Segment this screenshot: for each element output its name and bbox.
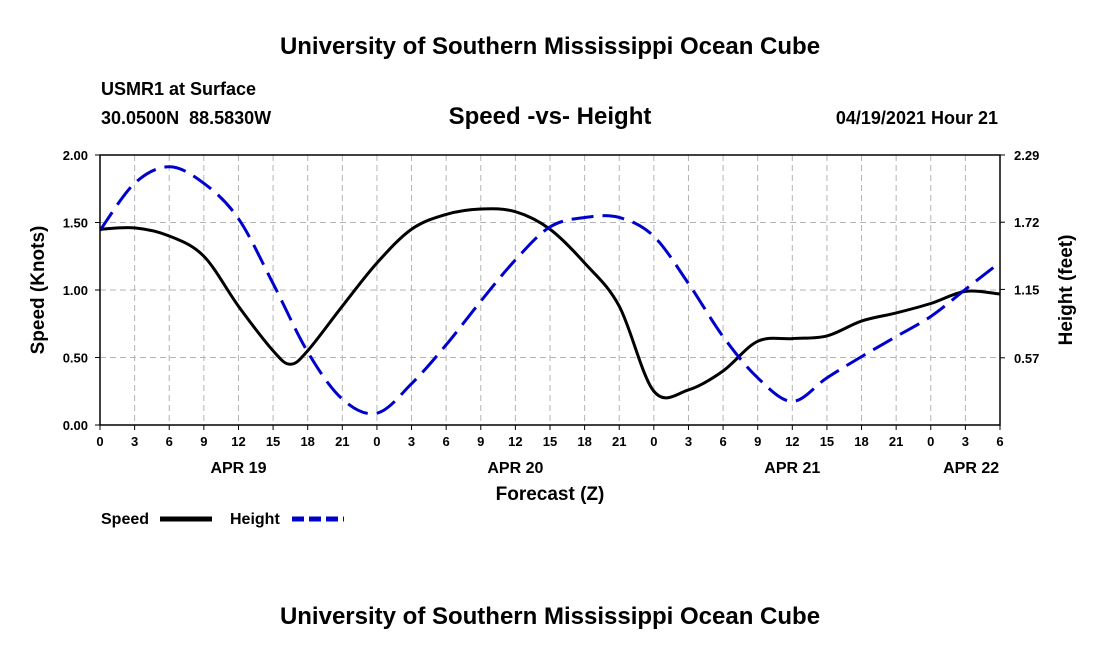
y-left-tick-label: 0.00 <box>63 418 88 433</box>
speed-height-chart: University of Southern Mississippi Ocean… <box>0 0 1100 650</box>
x-tick-label: 21 <box>612 434 626 449</box>
legend-speed-label: Speed <box>101 511 149 528</box>
x-tick-label: 15 <box>820 434 834 449</box>
timestamp-label: 04/19/2021 Hour 21 <box>836 108 998 128</box>
y-left-tick-label: 1.00 <box>63 283 88 298</box>
y-axis-right-label: Height (feet) <box>1056 235 1077 346</box>
x-tick-label: 0 <box>650 434 657 449</box>
legend: Speed Height <box>101 511 344 528</box>
legend-height-label: Height <box>230 511 280 528</box>
x-tick-label: 9 <box>754 434 761 449</box>
y-right-tick-label: 1.15 <box>1014 282 1039 297</box>
x-tick-label: 18 <box>577 434 591 449</box>
x-tick-label: 12 <box>785 434 799 449</box>
y-axis-left-label: Speed (Knots) <box>28 226 49 355</box>
footer-title: University of Southern Mississippi Ocean… <box>280 603 820 630</box>
x-tick-label: 3 <box>131 434 138 449</box>
x-tick-label: 6 <box>443 434 450 449</box>
date-label: APR 19 <box>210 460 266 477</box>
y-left-tick-label: 0.50 <box>63 351 88 366</box>
x-tick-label: 18 <box>300 434 314 449</box>
x-tick-label: 12 <box>231 434 245 449</box>
x-tick-label: 18 <box>854 434 868 449</box>
date-label: APR 21 <box>764 460 820 477</box>
location-label: 30.0500N 88.5830W <box>101 108 271 128</box>
x-tick-label: 12 <box>508 434 522 449</box>
chart-subtitle: Speed -vs- Height <box>449 103 652 130</box>
x-tick-label: 3 <box>685 434 692 449</box>
x-tick-label: 6 <box>166 434 173 449</box>
station-label: USMR1 at Surface <box>101 79 256 99</box>
y-right-tick-label: 1.72 <box>1014 215 1039 230</box>
x-tick-label: 0 <box>927 434 934 449</box>
x-tick-label: 6 <box>996 434 1003 449</box>
x-tick-label: 3 <box>962 434 969 449</box>
date-label: APR 20 <box>487 460 543 477</box>
date-label: APR 22 <box>943 460 999 477</box>
y-left-tick-label: 1.50 <box>63 216 88 231</box>
x-tick-label: 15 <box>543 434 557 449</box>
x-tick-label: 0 <box>373 434 380 449</box>
grid-lines <box>100 155 1000 425</box>
x-tick-label: 6 <box>719 434 726 449</box>
chart-title: University of Southern Mississippi Ocean… <box>280 33 820 60</box>
y-right-tick-label: 0.57 <box>1014 351 1039 366</box>
x-axis-label: Forecast (Z) <box>496 484 605 505</box>
x-tick-label: 9 <box>200 434 207 449</box>
y-left-tick-label: 2.00 <box>63 148 88 163</box>
x-tick-label: 9 <box>477 434 484 449</box>
x-tick-label: 21 <box>889 434 903 449</box>
y-right-tick-label: 2.29 <box>1014 148 1039 163</box>
x-tick-label: 21 <box>335 434 349 449</box>
x-tick-label: 3 <box>408 434 415 449</box>
x-tick-label: 0 <box>96 434 103 449</box>
x-tick-label: 15 <box>266 434 280 449</box>
